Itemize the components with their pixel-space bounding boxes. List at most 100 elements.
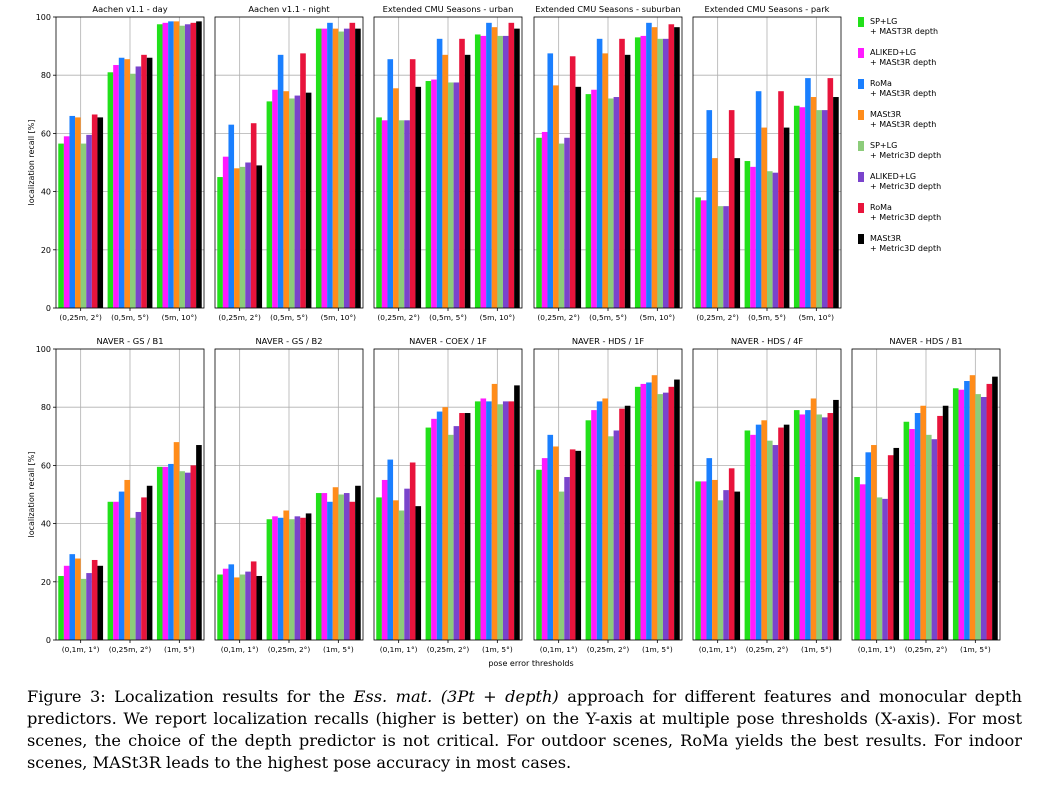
panel-naver-hds-4f-bar <box>755 424 762 640</box>
panel-naver-gs-b2-title: NAVER - GS / B2 <box>255 336 322 346</box>
panel-naver-hds-4f-bar <box>821 417 828 640</box>
panel-extended-cmu-seasons-park-bar <box>783 127 790 308</box>
panel-naver-gs-b1-bar <box>190 465 197 640</box>
panel-naver-hds-1f-bar <box>541 458 548 640</box>
panel-naver-gs-b1-bar <box>162 466 169 640</box>
panel-naver-gs-b1-bar <box>141 497 147 640</box>
panel-naver-hds-4f-bar <box>816 414 822 640</box>
panel-naver-hds-b1-bar <box>958 389 965 640</box>
panel-extended-cmu-seasons-urban-bar <box>442 54 448 308</box>
panel-naver-coex-1f-bar <box>404 488 410 640</box>
panel-naver-hds-1f-bar <box>596 401 603 640</box>
y-tick-label: 100 <box>36 345 51 354</box>
panel-naver-hds-b1-bar <box>937 415 943 640</box>
panel-naver-coex-1f-bar <box>502 401 509 640</box>
panel-extended-cmu-seasons-suburban-bar <box>585 94 592 309</box>
panel-naver-hds-4f-xtick-label: (1m, 5°) <box>801 645 832 654</box>
panel-aachen-v1-1-night-bar <box>256 165 263 308</box>
panel-extended-cmu-seasons-urban-bar <box>404 120 410 309</box>
panel-extended-cmu-seasons-park-bar <box>827 78 834 308</box>
panel-extended-cmu-seasons-park-xtick-label: (0,5m, 5°) <box>748 313 786 322</box>
legend-label-line1: SP+LG <box>870 141 897 150</box>
panel-extended-cmu-seasons-suburban-bar <box>564 137 570 308</box>
panel-naver-gs-b2-xtick-label: (1m, 5°) <box>323 645 354 654</box>
panel-extended-cmu-seasons-park-xtick-label: (0,25m, 2°) <box>696 313 739 322</box>
panel-naver-coex-1f-bar <box>486 401 492 640</box>
legend-label-line1: MASt3R <box>870 110 902 119</box>
panel-naver-hds-1f-bar <box>558 491 565 640</box>
panel-extended-cmu-seasons-urban-bar <box>486 22 492 308</box>
panel-aachen-v1-1-night-bar <box>239 166 246 308</box>
panel-naver-hds-b1-xtick-label: (0,25m, 2°) <box>905 645 948 654</box>
panel-extended-cmu-seasons-urban-bar <box>508 22 515 308</box>
y-tick-label: 80 <box>41 403 51 412</box>
panel-naver-hds-4f-xtick-label: (0,25m, 2°) <box>746 645 789 654</box>
figure-grid: Aachen v1.1 - day (0,25m, 2°) (0,5m, 5°) (5… <box>27 4 1001 668</box>
panel-naver-hds-1f-title: NAVER - HDS / 1F <box>572 336 645 346</box>
panel-naver-coex-1f-bar <box>497 404 503 640</box>
legend-label-line2: + MASt3R depth <box>870 120 936 129</box>
panel-aachen-v1-1-day-bar <box>69 115 76 308</box>
panel-naver-hds-4f-bar <box>805 410 811 640</box>
legend-label-line2: + Metric3D depth <box>870 151 941 160</box>
panel-aachen-v1-1-night-bar <box>289 98 295 308</box>
panel-extended-cmu-seasons-suburban-xtick-label: (0,5m, 5°) <box>589 313 627 322</box>
panel-aachen-v1-1-day-bar <box>156 24 163 309</box>
panel-naver-hds-1f-bar <box>640 383 647 640</box>
panel-naver-coex-1f-bar <box>415 506 422 640</box>
panel-naver-gs-b1-bar <box>97 565 104 640</box>
panel-naver-hds-4f-bar <box>695 481 701 640</box>
panel-naver-hds-b1-bar <box>980 397 987 640</box>
panel-naver-coex-1f-bar <box>387 459 394 640</box>
panel-naver-hds-b1-bar <box>942 405 949 640</box>
panel-naver-gs-b2-bar <box>277 517 284 640</box>
panel-extended-cmu-seasons-suburban-bar <box>624 54 631 308</box>
panel-extended-cmu-seasons-urban-bar <box>376 117 382 309</box>
legend-label-line2: + Metric3D depth <box>870 182 941 191</box>
panel-aachen-v1-1-day-bar <box>135 66 142 308</box>
panel-naver-hds-b1-bar <box>931 439 938 640</box>
panel-extended-cmu-seasons-urban-bar <box>387 59 394 308</box>
panel-naver-hds-1f-bar <box>613 430 620 640</box>
panel-extended-cmu-seasons-suburban-bar <box>575 86 582 308</box>
y-tick-label: 0 <box>46 636 51 645</box>
legend-swatch <box>858 141 864 151</box>
panel-aachen-v1-1-night-bar <box>355 28 361 308</box>
panel-naver-hds-4f-title: NAVER - HDS / 4F <box>731 336 804 346</box>
panel-naver-coex-1f-bar <box>425 427 432 640</box>
y-tick-label: 80 <box>41 71 51 80</box>
panel-aachen-v1-1-night-bar <box>327 22 333 308</box>
panel-naver-hds-1f-bar <box>536 469 542 640</box>
panel-aachen-v1-1-day-bar <box>130 73 136 309</box>
legend-label-line1: ALIKED+LG <box>870 48 916 57</box>
legend-swatch <box>858 234 864 244</box>
panel-naver-hds-1f-bar <box>602 398 608 640</box>
panel-naver-gs-b1-bar <box>124 479 130 640</box>
caption-method: Ess. mat. (3Pt + depth) <box>353 687 559 706</box>
panel-extended-cmu-seasons-park-bar <box>772 172 779 308</box>
panel-extended-cmu-seasons-park-bar <box>767 171 773 308</box>
legend-label-line1: ALIKED+LG <box>870 172 916 181</box>
panel-naver-gs-b2-bar <box>217 574 223 640</box>
panel-naver-hds-1f-xtick-label: (0,1m, 1°) <box>540 645 578 654</box>
panel-naver-hds-4f-bar <box>793 410 800 640</box>
panel-aachen-v1-1-day-bar <box>80 143 87 308</box>
panel-aachen-v1-1-night-bar <box>349 22 356 308</box>
panel-extended-cmu-seasons-suburban-bar <box>602 53 608 308</box>
panel-naver-hds-b1-bar <box>992 376 998 640</box>
panel-naver-hds-1f-xtick-label: (1m, 5°) <box>642 645 673 654</box>
panel-naver-coex-1f-xtick-label: (0,25m, 2°) <box>427 645 470 654</box>
panel-naver-gs-b1-bar <box>118 491 125 640</box>
panel-naver-gs-b2-bar <box>245 571 251 640</box>
panel-naver-coex-1f-bar <box>431 418 437 640</box>
panel-naver-coex-1f-title: NAVER - COEX / 1F <box>409 336 487 346</box>
panel-extended-cmu-seasons-urban-bar <box>459 38 465 308</box>
panel-aachen-v1-1-night-bar <box>222 156 229 308</box>
panel-naver-gs-b2-bar <box>327 501 333 640</box>
panel-extended-cmu-seasons-park-bar <box>816 110 822 309</box>
panel-naver-coex-1f-bar <box>474 401 481 640</box>
panel-naver-coex-1f-bar <box>453 426 460 640</box>
panel-naver-hds-b1-bar <box>964 381 970 640</box>
panel-extended-cmu-seasons-suburban-bar <box>674 27 680 309</box>
panel-extended-cmu-seasons-urban-xtick-label: (0,25m, 2°) <box>377 313 420 322</box>
